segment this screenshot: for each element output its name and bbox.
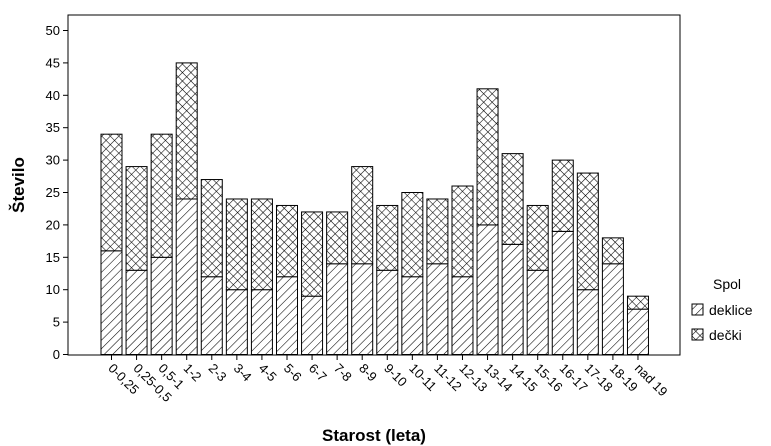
y-tick-label: 20 [46, 217, 60, 232]
x-axis-title: Starost (leta) [322, 426, 426, 445]
x-tick-label: 4-5 [256, 361, 280, 385]
x-tick-label: 18-19 [607, 361, 641, 395]
bar-deki-12 [401, 192, 424, 278]
x-tick-label: 14-15 [506, 361, 540, 395]
bar-deki-6 [250, 198, 273, 291]
y-axis: 0 5 10 15 20 25 30 35 40 45 50 [46, 23, 68, 362]
legend-label-decki: dečki [709, 327, 742, 343]
x-tick-label: 15-16 [532, 361, 566, 395]
y-tick-label: 10 [46, 282, 60, 297]
x-tick-label: 5-6 [281, 361, 305, 385]
y-tick-label: 35 [46, 120, 60, 135]
x-tick-label: 6-7 [306, 361, 330, 385]
bar-deklice-19 [576, 289, 599, 356]
x-tick-label: 9-10 [381, 361, 410, 390]
legend-swatch-deklice [691, 303, 704, 316]
plot-frame [67, 14, 681, 356]
x-tick-label: 10-11 [406, 361, 439, 394]
bars [100, 62, 649, 356]
bar-deklice-12 [401, 276, 424, 355]
bar-deki-0 [100, 133, 123, 252]
x-tick-label: 2-3 [206, 361, 230, 385]
bar-deki-7 [275, 204, 298, 278]
x-tick-label: 3-4 [231, 361, 255, 385]
bar-deklice-3 [175, 198, 198, 355]
bar-deki-8 [301, 211, 324, 297]
bar-deki-17 [526, 204, 549, 271]
bar-deki-18 [551, 159, 574, 232]
bar-deki-4 [200, 179, 223, 278]
bar-deki-9 [326, 211, 349, 265]
bar-deki-19 [576, 172, 599, 291]
bar-deki-1 [125, 166, 148, 271]
bar-deklice-8 [301, 295, 324, 355]
bar-deklice-2 [150, 256, 173, 355]
bar-deki-20 [601, 237, 624, 265]
y-tick-label: 50 [46, 23, 60, 38]
bar-deklice-4 [200, 276, 223, 355]
bar-deklice-0 [100, 250, 123, 356]
bar-deklice-1 [125, 269, 148, 356]
x-axis: 0-0,250,25-0,50,5-11-2 2-3 3-4 4-5 5-6 6-7 7-8… [105, 355, 671, 405]
bar-deklice-21 [626, 308, 649, 356]
x-tick-label: 11-12 [431, 361, 464, 394]
bar-deklice-10 [351, 263, 374, 355]
bar-deklice-15 [476, 224, 499, 355]
x-tick-label: 8-9 [356, 361, 380, 385]
y-tick-label: 45 [46, 55, 60, 70]
bar-deki-3 [175, 62, 198, 200]
y-tick-label: 15 [46, 250, 60, 265]
bar-deki-10 [351, 166, 374, 265]
x-tick-label: 12-13 [456, 361, 490, 395]
x-tick-label: 16-17 [557, 361, 591, 395]
bar-deklice-6 [250, 289, 273, 356]
bar-deki-16 [501, 153, 524, 245]
legend-title: Spol [713, 276, 741, 292]
bar-deklice-9 [326, 263, 349, 355]
bar-deki-5 [225, 198, 248, 291]
bar-deki-21 [626, 295, 649, 310]
bar-deki-14 [451, 185, 474, 278]
bar-deki-2 [150, 133, 173, 258]
bar-deklice-11 [376, 269, 399, 356]
bar-deki-15 [476, 88, 499, 226]
bar-deki-13 [426, 198, 449, 265]
bar-deklice-13 [426, 263, 449, 355]
bar-deklice-7 [275, 276, 298, 355]
bar-deklice-5 [225, 289, 248, 356]
bar-deklice-20 [601, 263, 624, 355]
legend-swatch-decki [691, 328, 704, 341]
bar-deklice-17 [526, 269, 549, 356]
bar-deki-11 [376, 204, 399, 271]
x-tick-label: 13-14 [481, 361, 515, 395]
bar-deklice-14 [451, 276, 474, 355]
y-tick-label: 0 [53, 347, 60, 362]
legend-label-deklice: deklice [709, 302, 753, 318]
y-tick-label: 25 [46, 185, 60, 200]
y-tick-label: 5 [53, 315, 60, 330]
x-tick-label: 7-8 [331, 361, 355, 385]
y-tick-label: 30 [46, 153, 60, 168]
y-axis-title: Število [9, 157, 28, 213]
legend: Spol deklice dečki [691, 276, 753, 343]
x-tick-label: 17-18 [582, 361, 616, 395]
y-tick-label: 40 [46, 88, 60, 103]
bar-deklice-16 [501, 243, 524, 355]
bar-deklice-18 [551, 230, 574, 356]
